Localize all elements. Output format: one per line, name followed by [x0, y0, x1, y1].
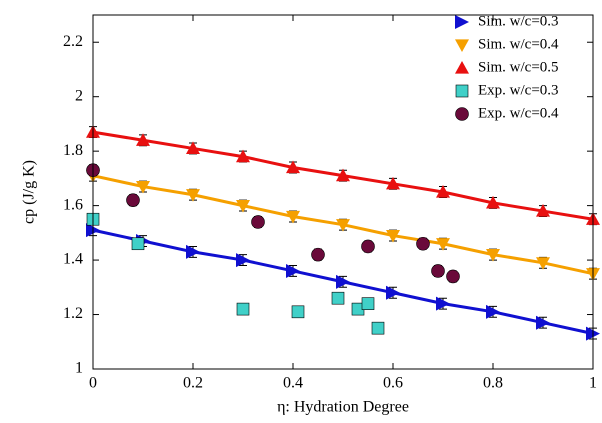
legend-marker [455, 107, 469, 121]
series [86, 169, 600, 281]
y-tick-label: 1.2 [63, 305, 83, 322]
marker [361, 297, 375, 310]
y-tick-label: 1.6 [63, 196, 83, 213]
series [86, 212, 385, 335]
x-tick-label: 0.4 [283, 375, 303, 392]
series [86, 223, 600, 341]
y-tick-label: 2 [75, 87, 83, 104]
legend-label: Sim. w/c=0.5 [478, 59, 559, 75]
y-tick-label: 1.8 [63, 142, 83, 159]
marker [436, 238, 450, 251]
marker [386, 229, 400, 243]
marker [361, 239, 375, 254]
marker [291, 305, 305, 319]
marker [236, 253, 250, 268]
legend-marker [455, 15, 469, 29]
marker [126, 193, 140, 207]
y-tick-label: 1.4 [63, 251, 83, 268]
legend-label: Exp. w/c=0.3 [478, 82, 559, 98]
legend-label: Sim. w/c=0.3 [478, 13, 559, 29]
marker [446, 269, 460, 284]
legend-label: Sim. w/c=0.4 [478, 36, 559, 52]
marker [136, 180, 150, 194]
marker [236, 200, 250, 213]
marker [436, 296, 450, 311]
marker [186, 189, 200, 202]
marker [186, 244, 200, 259]
series [86, 125, 600, 226]
series [86, 163, 460, 284]
marker [486, 249, 500, 262]
plot-frame [92, 14, 594, 370]
x-tick-label: 0.2 [183, 375, 203, 392]
marker [536, 257, 550, 270]
marker [136, 133, 150, 146]
marker [186, 141, 200, 155]
marker [236, 302, 250, 316]
marker [416, 236, 430, 251]
marker [336, 219, 350, 232]
marker [331, 291, 345, 305]
x-tick-label: 1 [589, 375, 597, 392]
marker [286, 263, 300, 278]
marker [486, 304, 500, 319]
legend-marker [455, 84, 469, 98]
marker [336, 168, 350, 182]
marker [131, 237, 145, 251]
marker [431, 264, 445, 278]
y-tick-label: 2.2 [63, 33, 83, 50]
x-tick-label: 0 [89, 375, 97, 392]
x-tick-label: 0.6 [383, 375, 403, 392]
marker [311, 247, 325, 262]
marker [286, 210, 300, 224]
marker [386, 176, 400, 190]
marker [371, 321, 385, 335]
marker [486, 195, 500, 209]
legend-label: Exp. w/c=0.4 [478, 105, 559, 121]
x-axis-label: η: Hydration Degree [277, 399, 409, 416]
x-tick-label: 0.8 [483, 375, 503, 392]
y-tick-label: 1 [75, 360, 83, 377]
marker [536, 315, 550, 330]
marker [336, 274, 350, 289]
legend-marker [455, 39, 469, 52]
legend-marker [455, 61, 469, 74]
marker [286, 160, 300, 174]
marker [436, 185, 450, 198]
marker [386, 285, 400, 300]
marker [536, 204, 550, 217]
marker [251, 215, 265, 229]
y-axis-label: cp (J/g K) [21, 160, 38, 224]
marker [236, 149, 250, 163]
